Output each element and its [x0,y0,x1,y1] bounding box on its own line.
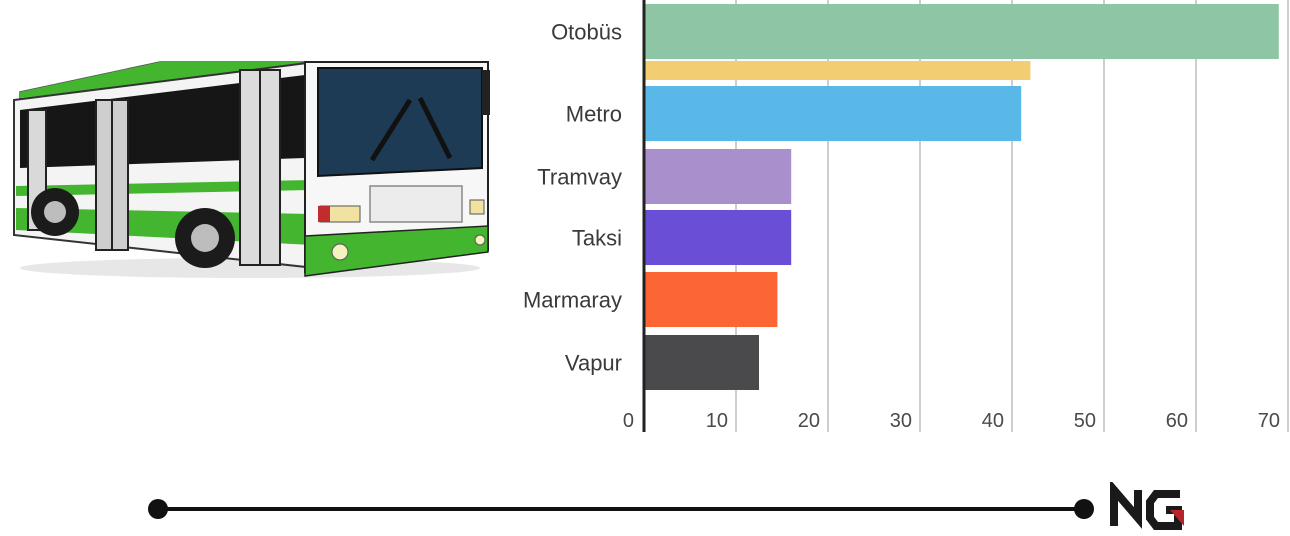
bar-otobüs [644,4,1279,59]
x-tick-label: 20 [798,410,820,432]
timeline-start-dot [148,499,168,519]
bus-icon [13,60,490,278]
bar-taksi [644,210,792,265]
x-tick-label: 0 [623,410,634,432]
category-label: Metro [566,102,622,127]
bars [644,4,1279,390]
x-tick-label: 60 [1166,410,1188,432]
x-tick-label: 70 [1258,410,1280,432]
category-label: Tramvay [537,165,622,190]
x-tick-label: 10 [706,410,728,432]
category-label: Taksi [572,226,622,251]
category-label: Otobüs [551,20,622,45]
bar-unlabeled [644,61,1031,80]
bar-vapur [644,335,759,390]
timeline [148,499,1094,519]
x-tick-label: 30 [890,410,912,432]
x-axis-tick-labels: 0 10 20 30 40 50 60 70 [623,410,1280,432]
category-labels: Otobüs Metro Tramvay Taksi Marmaray Vapur [523,20,622,376]
x-tick-label: 50 [1074,410,1096,432]
bar-tramvay [644,149,792,204]
category-label: Vapur [565,351,622,376]
bar-marmaray [644,272,778,327]
bar-metro [644,86,1022,141]
bar-chart: Otobüs Metro Tramvay Taksi Marmaray Vapur 0 10… [523,0,1289,432]
x-tick-label: 40 [982,410,1004,432]
category-label: Marmaray [523,288,622,313]
ng-logo [1110,482,1184,530]
timeline-end-dot [1074,499,1094,519]
